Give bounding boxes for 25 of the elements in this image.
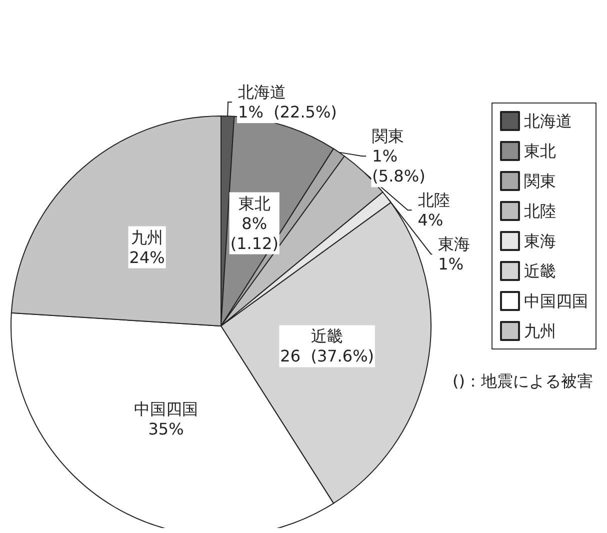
- legend-label: 近畿: [524, 262, 556, 280]
- slice-label: 関東: [372, 126, 404, 146]
- legend-label: 関東: [524, 172, 556, 190]
- slice-label: 九州: [131, 228, 164, 247]
- legend-label: 東海: [524, 232, 556, 250]
- legend-label: 北陸: [524, 202, 556, 220]
- slice-label: 東海: [438, 234, 470, 254]
- slice-label: 北海道: [238, 82, 286, 102]
- legend-label: 東北: [524, 142, 556, 160]
- data-label: 1%: [438, 254, 464, 274]
- slice-label: 中国四国: [134, 399, 198, 418]
- data-label: 8% (1.12): [230, 214, 278, 253]
- text: ()：地震による被害: [452, 372, 593, 390]
- data-label: 26 (37.6%): [280, 346, 374, 366]
- data-label: 24%: [129, 248, 165, 267]
- legend-label: 中国四国: [524, 292, 588, 310]
- data-label: 4%: [418, 210, 444, 230]
- slice-label: 東北: [238, 194, 270, 213]
- legend-label: 北海道: [524, 112, 572, 130]
- data-label: 1% (5.8%): [372, 146, 426, 186]
- slice-label: 近畿: [311, 326, 344, 346]
- slice-label: 北陸: [418, 190, 450, 210]
- legend-label: 九州: [524, 322, 556, 340]
- data-label: 35%: [148, 419, 184, 438]
- data-label: 1% (22.5%): [238, 102, 337, 122]
